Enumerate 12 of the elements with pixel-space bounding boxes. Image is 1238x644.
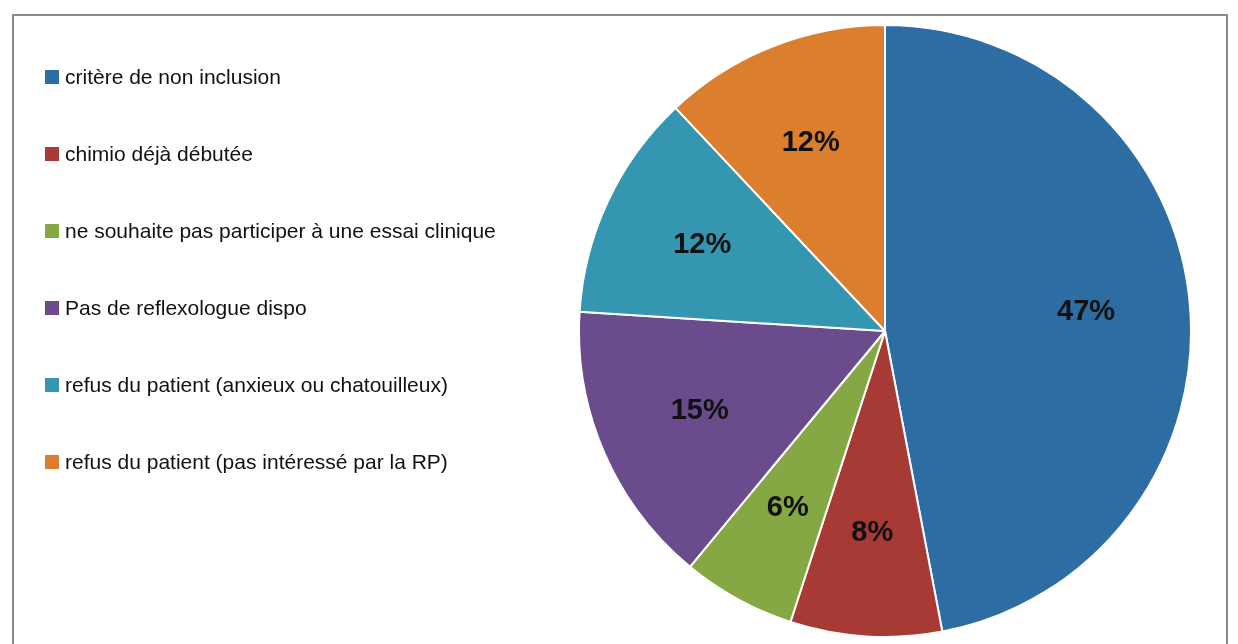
data-label: 6% bbox=[766, 489, 809, 522]
legend-label: refus du patient (anxieux ou chatouilleux) bbox=[65, 372, 448, 398]
data-label: 12% bbox=[673, 227, 732, 260]
data-label: 8% bbox=[851, 514, 894, 547]
legend-label: Pas de reflexologue dispo bbox=[65, 295, 307, 321]
legend-label: chimio déjà débutée bbox=[65, 141, 253, 167]
data-label: 15% bbox=[670, 393, 729, 426]
legend-label: refus du patient (pas intéressé par la RP) bbox=[65, 449, 448, 475]
data-label: 47% bbox=[1057, 293, 1116, 326]
data-label: 12% bbox=[781, 125, 840, 158]
legend-label: critère de non inclusion bbox=[65, 64, 281, 90]
legend-label: ne souhaite pas participer à une essai clinique bbox=[65, 218, 496, 244]
